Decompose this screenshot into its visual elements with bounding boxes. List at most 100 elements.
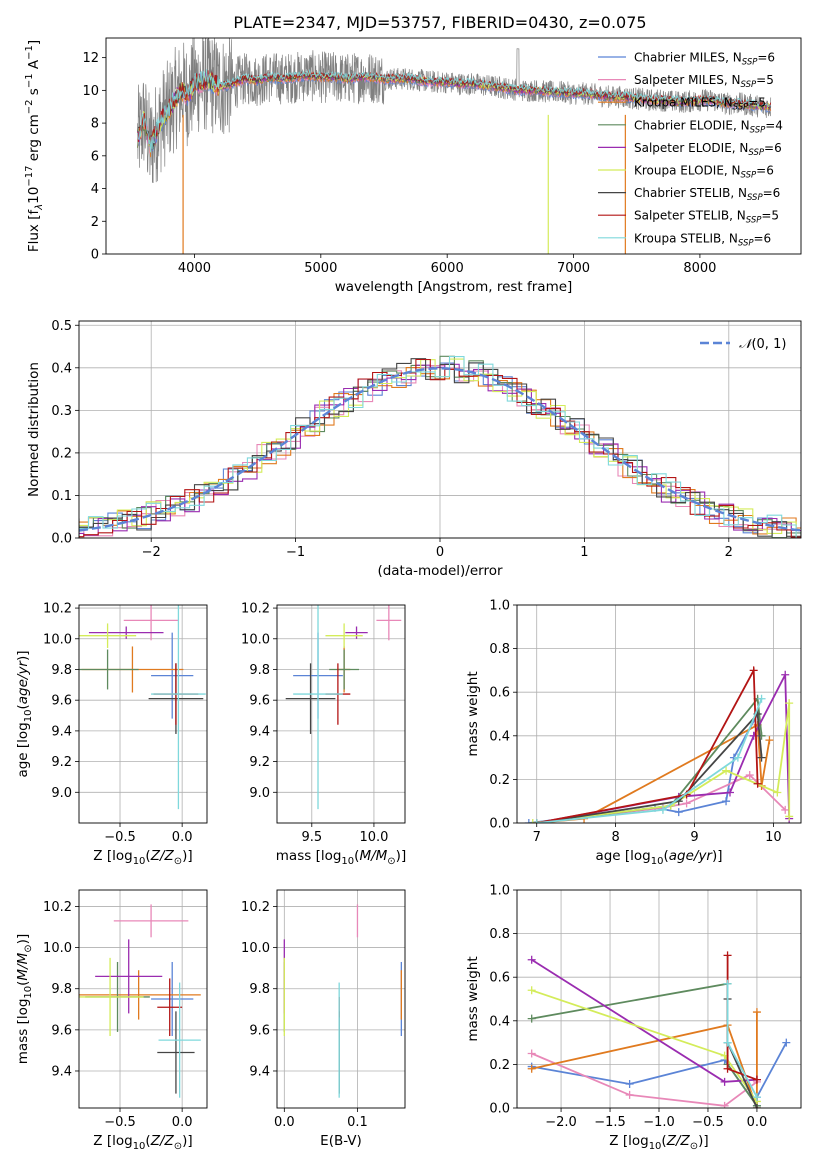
legend-subscript: SSP xyxy=(741,80,757,90)
x-tick-label: −1.5 xyxy=(594,1115,626,1130)
label-italic: Z/Z xyxy=(150,1133,175,1149)
y-tick-label: 0.0 xyxy=(489,1102,510,1117)
x-tick-label: 5000 xyxy=(304,261,337,276)
legend-subscript: SSP xyxy=(733,103,749,113)
y-tick-label: 10.2 xyxy=(241,900,270,915)
label-text: )] xyxy=(396,848,407,864)
age_vs_Z-frame xyxy=(78,604,208,824)
label-text: )] xyxy=(182,1133,193,1149)
label-subscript: ⊙ xyxy=(387,856,395,867)
histogram-plot xyxy=(79,355,801,538)
weight-marker xyxy=(527,1064,536,1073)
legend-label: Salpeter ELODIE, NSSP=6 xyxy=(634,141,782,158)
y-tick-label: 0.2 xyxy=(489,1058,510,1073)
label-text: A xyxy=(26,59,42,73)
spectrum-ylabel: Flux [fλ10−17 erg cm−2 s−1 A−1] xyxy=(24,40,45,252)
label-text: mass [log xyxy=(15,999,31,1065)
x-tick-label: 7000 xyxy=(557,261,590,276)
weight-marker xyxy=(752,1075,761,1084)
errorbar-chabrier-stelib xyxy=(157,1011,195,1094)
y-tick-label: 9.4 xyxy=(51,724,72,739)
label-text: λ xyxy=(34,204,45,211)
legend-label: Kroupa MILES, NSSP=5 xyxy=(634,96,766,113)
legend-text: Salpeter STELIB, N xyxy=(634,209,746,223)
y-tick-label: 0.0 xyxy=(489,817,510,832)
legend-text: =6 xyxy=(757,51,775,65)
y-tick-label: 10 xyxy=(82,84,99,99)
weight-series-kroupa-stelib xyxy=(723,979,761,1102)
y-tick-label: 0.4 xyxy=(489,729,510,744)
weight-marker xyxy=(524,819,533,823)
errorbar-chabrier-miles xyxy=(151,961,194,1037)
weight-marker xyxy=(726,788,734,797)
weight-marker xyxy=(781,670,790,679)
y-tick-label: 9.2 xyxy=(51,755,72,770)
label-text: −1 xyxy=(24,73,35,88)
mass_vs_EBV-frame xyxy=(276,889,406,1109)
label-italic: Z/Z xyxy=(150,848,175,864)
weight-marker xyxy=(527,1014,536,1023)
errorbar-salpeter-miles xyxy=(123,605,179,641)
label-text: s xyxy=(26,88,42,99)
errorbar-kroupa-stelib xyxy=(293,605,343,810)
errorbar-kroupa-stelib xyxy=(158,982,201,1098)
errorbar-kroupa-elodie xyxy=(325,623,363,648)
weight-marker xyxy=(682,799,691,808)
x-tick-label: −0.5 xyxy=(104,830,136,845)
label-text: )] xyxy=(15,934,31,945)
label-text: )] xyxy=(182,848,193,864)
y-tick-label: 4 xyxy=(91,182,99,197)
errorbar-salpeter-stelib xyxy=(157,978,183,1037)
weight-marker xyxy=(749,666,758,675)
y-tick-label: 0.6 xyxy=(489,686,510,701)
x-tick-label: −0.5 xyxy=(692,1115,724,1130)
age_vs_mass-axes: 9.5 10.0 9.0 9.2 9.4 9.6 9.8 10.0 10.2 xyxy=(241,602,405,845)
errorbar-salpeter-miles xyxy=(376,605,402,641)
label-text: ] xyxy=(26,40,42,45)
age_vs_mass-plot xyxy=(285,605,402,810)
label-text: −2 xyxy=(24,99,35,114)
massweight_vs_Z-ylabel: mass weight xyxy=(465,956,481,1041)
y-tick-label: 1.0 xyxy=(489,599,510,614)
x-tick-label: 4000 xyxy=(178,261,211,276)
mass_vs_Z-axes: −0.5 0.0 9.4 9.6 9.8 10.0 10.2 xyxy=(43,890,207,1130)
x-tick-label: 9.5 xyxy=(301,830,322,845)
errorbar-kroupa-elodie xyxy=(79,957,144,1037)
legend-subscript: SSP xyxy=(738,238,754,248)
weight-marker xyxy=(527,1049,536,1058)
y-tick-label: 0.8 xyxy=(489,927,510,942)
residuals-frame xyxy=(78,320,802,539)
legend-text: =6 xyxy=(763,186,781,200)
weight-marker xyxy=(745,771,754,780)
y-tick-label: 9.6 xyxy=(51,1023,72,1038)
weight-marker xyxy=(733,753,742,762)
errorbar-chabrier-elodie xyxy=(329,649,360,690)
y-tick-label: 9.8 xyxy=(249,982,270,997)
x-tick-label: 2 xyxy=(725,545,733,560)
massweight_vs_Z-xlabel: Z [log10(Z/Z⊙)] xyxy=(609,1133,708,1152)
x-tick-label: −2.0 xyxy=(545,1115,577,1130)
y-tick-label: 9.4 xyxy=(249,724,270,739)
y-tick-label: 9.8 xyxy=(249,663,270,678)
massweight_vs_age-frame xyxy=(516,604,802,824)
massweight_vs_age-plot xyxy=(524,666,794,823)
weight-marker xyxy=(722,797,731,806)
label-text: age [log xyxy=(15,722,31,777)
x-tick-label: 10.0 xyxy=(359,830,388,845)
gaussian-legend-label: 𝒩(0, 1) xyxy=(739,337,786,352)
label-text: erg cm xyxy=(26,114,42,165)
age_vs_mass-xlabel: mass [log10(M/M⊙)] xyxy=(276,848,406,867)
y-tick-label: 0.4 xyxy=(489,1014,510,1029)
y-tick-label: 0.1 xyxy=(51,489,72,504)
legend-text: =5 xyxy=(761,209,779,223)
weight-line xyxy=(536,711,763,823)
errorbar-salpeter-elodie xyxy=(345,626,368,639)
legend-text: =5 xyxy=(748,96,766,110)
y-tick-label: 0.8 xyxy=(489,642,510,657)
label-text: Z [log xyxy=(609,1133,648,1149)
x-tick-label: 0.0 xyxy=(172,830,193,845)
legend-label: Kroupa STELIB, NSSP=6 xyxy=(634,231,771,248)
label-text: −17 xyxy=(24,166,35,187)
weight-marker xyxy=(752,1008,761,1017)
